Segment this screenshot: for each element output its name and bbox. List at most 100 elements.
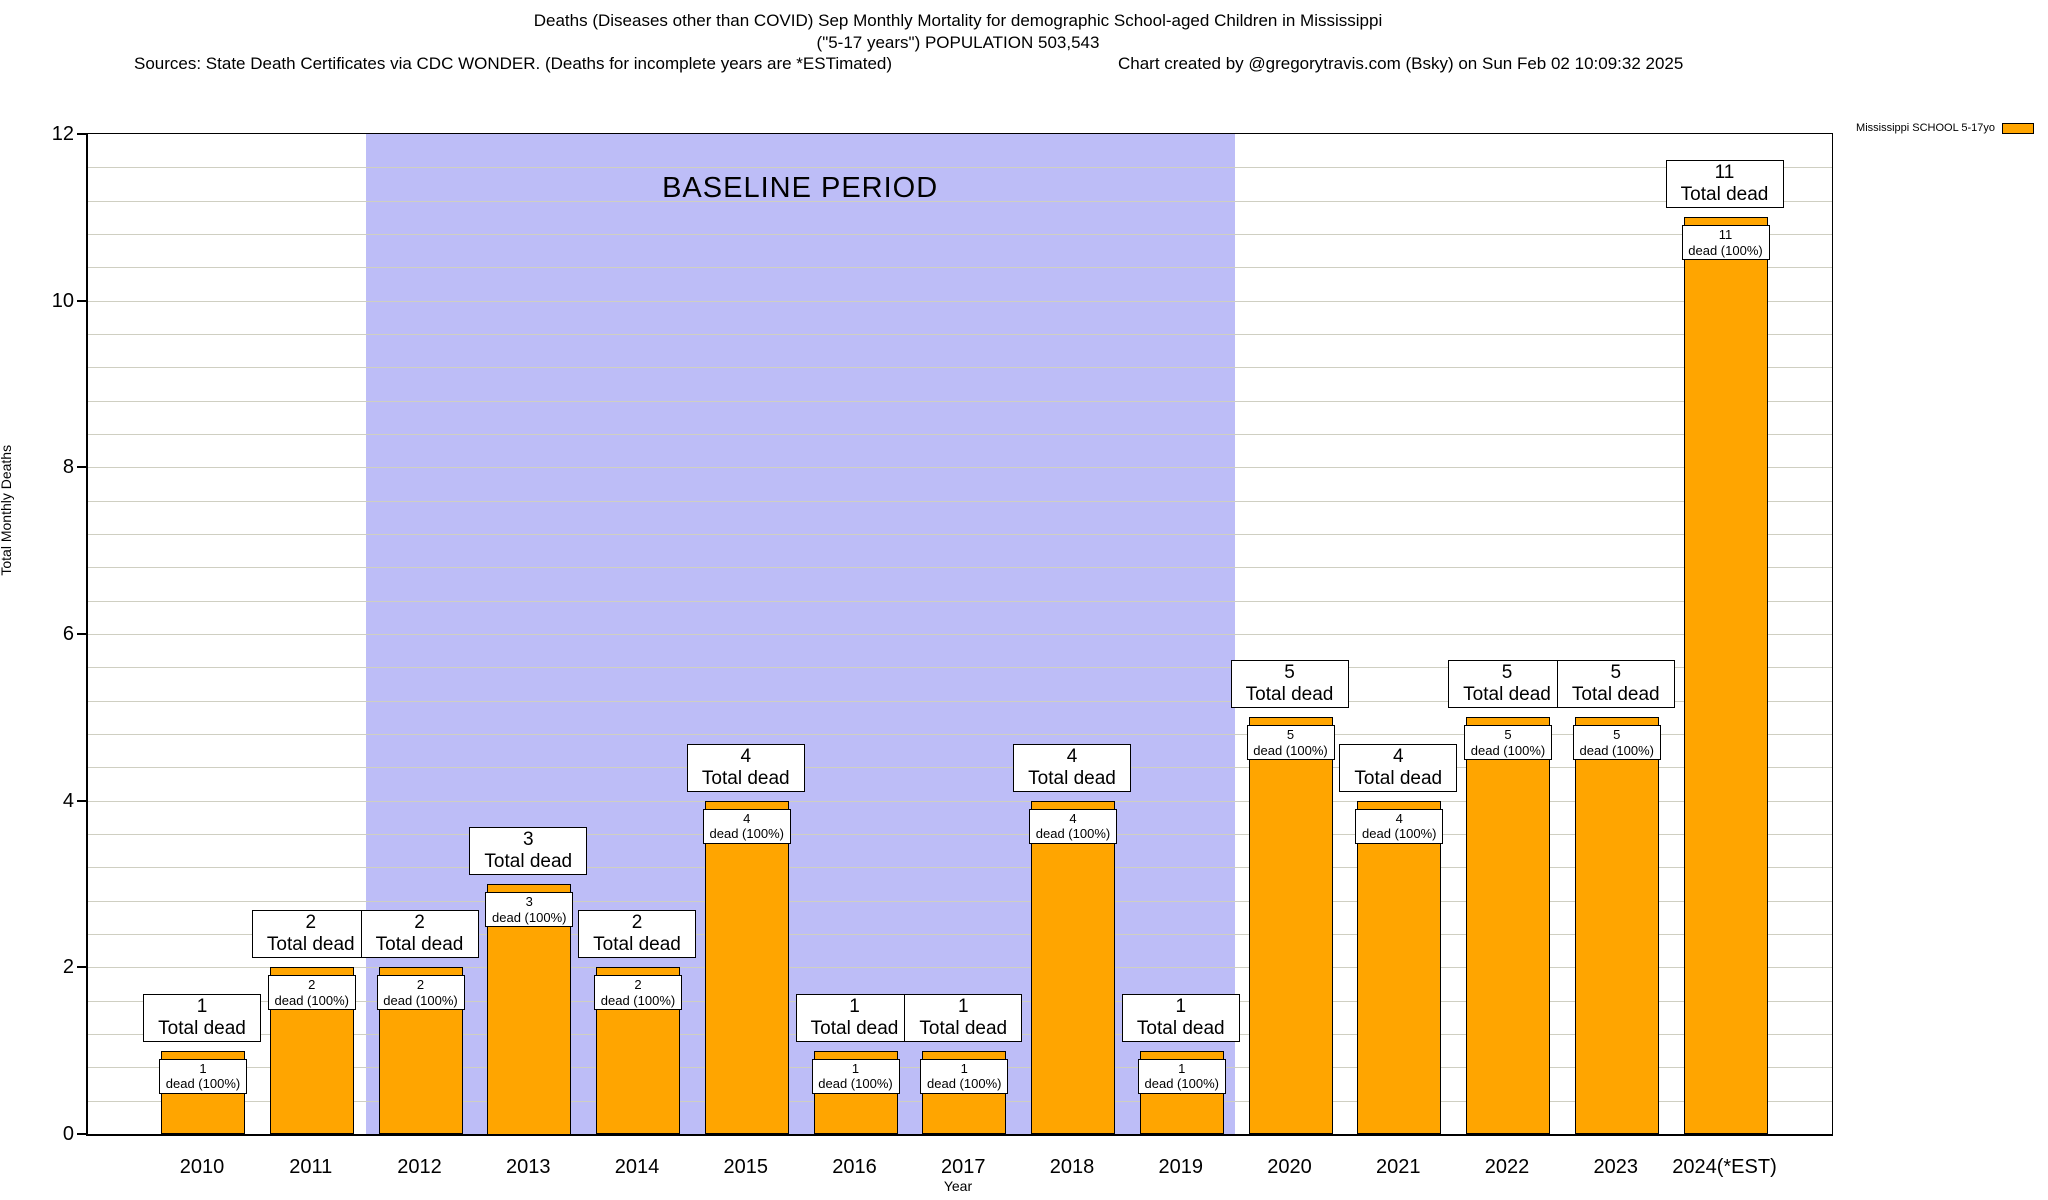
dead-pct-label-2010: 1 dead (100%)	[159, 1058, 247, 1094]
dead-pct-label-2014: 2 dead (100%)	[594, 975, 682, 1011]
chart-subheader-row: Sources: State Death Certificates via CD…	[86, 54, 1830, 76]
gridline	[88, 767, 1832, 769]
gridline	[88, 234, 1832, 235]
x-tick-label-2011: 2011	[289, 1156, 333, 1178]
gridline	[88, 734, 1832, 735]
total-dead-label-2014: 2 Total dead	[578, 910, 696, 959]
x-tick-label-2013: 2013	[506, 1156, 551, 1178]
total-dead-label-2018: 4 Total dead	[1013, 743, 1131, 792]
y-tick-label: 2	[62, 956, 74, 979]
x-tick-label-2015: 2015	[723, 1156, 769, 1178]
x-tick-label-2017: 2017	[941, 1156, 986, 1178]
baseline-period-label: BASELINE PERIOD	[662, 172, 939, 204]
total-dead-label-2017: 1 Total dead	[904, 993, 1023, 1042]
gridline	[88, 200, 1832, 202]
y-tick-label: 0	[62, 1123, 74, 1145]
gridline	[88, 567, 1832, 569]
dead-pct-label-2012: 2 dead (100%)	[376, 975, 465, 1011]
gridline	[88, 800, 1832, 802]
x-tick-label-2016: 2016	[832, 1156, 877, 1178]
y-tick-mark	[77, 299, 86, 302]
gridline	[88, 600, 1832, 602]
y-tick-mark	[77, 1133, 86, 1135]
gridline	[88, 500, 1832, 502]
total-dead-label-2012: 2 Total dead	[360, 910, 479, 959]
gridline	[88, 300, 1832, 302]
total-dead-label-2020: 5 Total dead	[1230, 660, 1349, 709]
x-tick-label-2019: 2019	[1158, 1156, 1204, 1178]
legend-swatch-icon	[2002, 122, 2034, 134]
total-dead-label-2013: 3 Total dead	[469, 827, 588, 875]
gridline	[88, 167, 1832, 169]
sources-note: Sources: State Death Certificates via CD…	[134, 54, 893, 73]
y-tick-label: 6	[62, 623, 74, 645]
plot-area: BASELINE PERIOD 0 2 4 6 8 10 12 1 Total dead 1 de…	[52, 124, 1833, 1178]
x-axis-title: Year	[943, 1178, 973, 1194]
gridline	[88, 700, 1832, 702]
gridline	[88, 334, 1832, 335]
gridline	[88, 667, 1832, 669]
y-tick-mark	[77, 966, 86, 969]
dead-pct-label-2013: 3 dead (100%)	[485, 892, 574, 927]
y-tick-label: 10	[51, 289, 74, 312]
dead-pct-label-2022: 5 dead (100%)	[1464, 725, 1552, 761]
total-dead-label-2023: 5 Total dead	[1556, 660, 1675, 709]
total-dead-label-2016: 1 Total dead	[795, 993, 914, 1042]
y-tick-mark	[77, 799, 86, 802]
gridline	[88, 434, 1832, 435]
gridline	[88, 400, 1832, 402]
x-tick-label-2023: 2023	[1593, 1156, 1639, 1178]
total-dead-label-2024(*EST): 11 Total dead	[1665, 160, 1784, 209]
bar-2023	[1574, 717, 1659, 1135]
total-dead-label-2010: 1 Total dead	[143, 993, 261, 1042]
bar-2015	[704, 800, 789, 1135]
y-tick-label: 8	[62, 456, 74, 479]
gridline	[88, 534, 1832, 535]
chart-title-line2: ("5-17 years") POPULATION 503,543	[816, 33, 1100, 52]
gridline	[88, 834, 1832, 835]
gridline	[88, 867, 1832, 869]
bar-2018	[1031, 800, 1115, 1135]
dead-pct-label-2016: 1 dead (100%)	[811, 1058, 900, 1094]
credit-note: Chart created by @gregorytravis.com (Bsk…	[1118, 54, 1684, 73]
gridline	[88, 900, 1832, 902]
total-dead-label-2022: 5 Total dead	[1448, 660, 1566, 709]
x-tick-label-2022: 2022	[1484, 1156, 1530, 1178]
dead-pct-label-2020: 5 dead (100%)	[1246, 725, 1335, 761]
x-tick-label-2010: 2010	[179, 1156, 225, 1178]
x-tick-label-2012: 2012	[397, 1156, 442, 1178]
legend: Mississippi SCHOOL 5-17yo	[1856, 122, 2034, 134]
gridline	[88, 467, 1832, 469]
chart-title-line1: Deaths (Diseases other than COVID) Sep M…	[533, 11, 1383, 30]
gridline	[88, 267, 1832, 269]
bar-2024(*EST)	[1683, 217, 1768, 1135]
y-tick-mark	[77, 133, 86, 135]
bar-2022	[1466, 717, 1550, 1135]
bar-2021	[1357, 800, 1442, 1135]
dead-pct-label-2024(*EST): 11 dead (100%)	[1681, 225, 1770, 261]
y-tick-mark	[77, 466, 86, 469]
dead-pct-label-2018: 4 dead (100%)	[1029, 808, 1117, 844]
x-tick-label-2021: 2021	[1376, 1156, 1421, 1178]
total-dead-label-2019: 1 Total dead	[1121, 993, 1240, 1042]
bar-2020	[1248, 717, 1333, 1135]
dead-pct-label-2023: 5 dead (100%)	[1572, 725, 1661, 761]
x-tick-label-2018: 2018	[1049, 1156, 1095, 1178]
gridline	[88, 634, 1832, 635]
dead-pct-label-2015: 4 dead (100%)	[702, 808, 791, 844]
y-tick-label: 4	[62, 789, 74, 812]
gridline	[88, 967, 1832, 969]
chart-header: Deaths (Diseases other than COVID) Sep M…	[86, 10, 1830, 76]
gridline	[88, 367, 1832, 369]
y-axis-title: Total Monthly Deaths	[0, 444, 14, 576]
total-dead-label-2015: 4 Total dead	[686, 743, 805, 792]
x-tick-label-2024(*EST): 2024(*EST)	[1672, 1156, 1777, 1178]
y-tick-mark	[77, 633, 86, 635]
x-tick-label-2020: 2020	[1267, 1156, 1312, 1178]
dead-pct-label-2019: 1 dead (100%)	[1137, 1058, 1226, 1094]
y-tick-label: 12	[51, 123, 74, 145]
dead-pct-label-2017: 1 dead (100%)	[920, 1058, 1009, 1094]
dead-pct-label-2011: 2 dead (100%)	[267, 975, 356, 1011]
dead-pct-label-2021: 4 dead (100%)	[1355, 808, 1444, 844]
